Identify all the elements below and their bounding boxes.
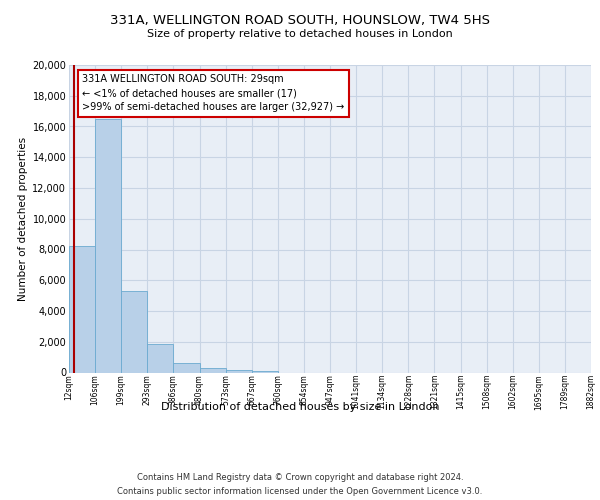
Text: Size of property relative to detached houses in London: Size of property relative to detached ho… [147,29,453,39]
Text: 331A, WELLINGTON ROAD SOUTH, HOUNSLOW, TW4 5HS: 331A, WELLINGTON ROAD SOUTH, HOUNSLOW, T… [110,14,490,27]
Text: Contains public sector information licensed under the Open Government Licence v3: Contains public sector information licen… [118,488,482,496]
Bar [173,362,199,372]
Text: Contains HM Land Registry data © Crown copyright and database right 2024.: Contains HM Land Registry data © Crown c… [137,472,463,482]
Bar [199,368,226,372]
Y-axis label: Number of detached properties: Number of detached properties [18,136,28,301]
Bar [226,370,252,372]
Text: Distribution of detached houses by size in London: Distribution of detached houses by size … [161,402,439,412]
Bar [121,291,148,372]
Text: 331A WELLINGTON ROAD SOUTH: 29sqm
← <1% of detached houses are smaller (17)
>99%: 331A WELLINGTON ROAD SOUTH: 29sqm ← <1% … [82,74,344,112]
Bar [69,246,95,372]
Bar [148,344,173,372]
Bar [95,119,121,372]
Bar [252,370,278,372]
